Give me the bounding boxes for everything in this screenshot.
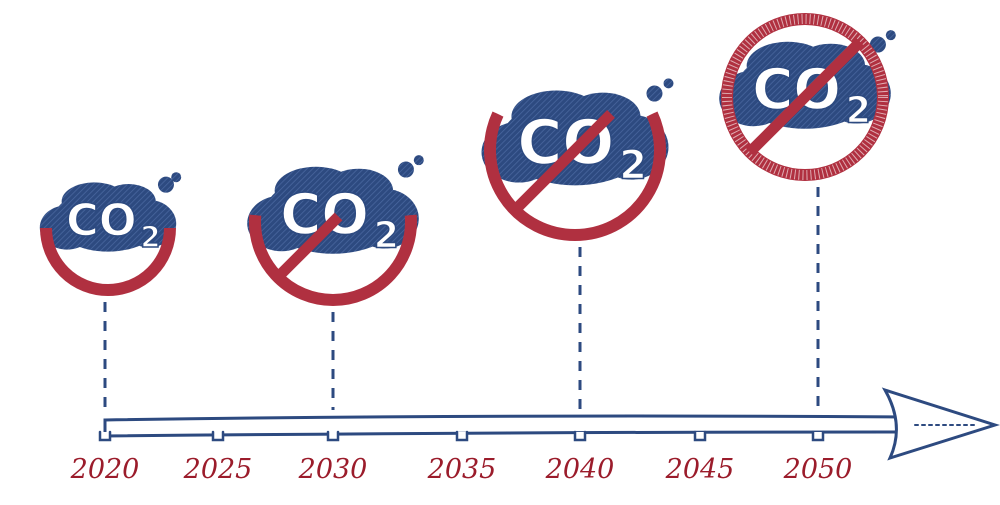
ban-slash — [745, 37, 865, 157]
cloud-puff — [397, 161, 414, 178]
ban-ring — [252, 214, 414, 303]
cloud-part — [324, 168, 394, 213]
ban-ring — [43, 227, 173, 293]
co2-subscript: 2 — [140, 220, 160, 254]
co2-text: CO — [280, 183, 369, 248]
ban-ring — [487, 112, 663, 238]
year-label: 2035 — [427, 454, 497, 485]
cloud-puff — [157, 176, 174, 193]
co2-icon: CO 2 — [719, 13, 896, 410]
co2-subscript: 2 — [846, 89, 871, 132]
year-label: 2040 — [545, 454, 615, 485]
axis-tick — [326, 430, 340, 442]
timeline-axis — [98, 387, 1000, 461]
axis-tick — [693, 430, 707, 442]
year-label: 2025 — [183, 454, 253, 485]
co2-subscript: 2 — [374, 214, 399, 257]
year-label: 2045 — [665, 454, 735, 485]
ban-slash — [511, 110, 615, 214]
co2-icon: CO 2 — [247, 155, 424, 410]
cloud-puff — [885, 30, 896, 41]
cloud-puff — [663, 78, 674, 89]
cloud-puff — [171, 172, 182, 183]
ring-hatching — [722, 14, 888, 180]
co2-subscript: 2 — [619, 143, 647, 189]
axis-tick — [573, 430, 587, 442]
axis-tick — [211, 430, 225, 442]
cloud-part — [101, 184, 156, 219]
ban-slash — [273, 212, 343, 282]
axis-tick — [455, 430, 469, 442]
year-label: 2030 — [298, 454, 368, 485]
axis-tick — [811, 430, 825, 442]
axis-tick — [98, 430, 112, 442]
year-label: 2020 — [70, 454, 140, 485]
co2-icon: CO 2 — [39, 172, 182, 410]
cloud-puff — [869, 36, 886, 53]
co2-text: CO — [66, 195, 137, 247]
co2-icon: CO 2 — [481, 78, 674, 410]
cloud-puff — [646, 85, 663, 102]
cloud-puff — [413, 155, 424, 166]
year-label: 2050 — [783, 454, 853, 485]
